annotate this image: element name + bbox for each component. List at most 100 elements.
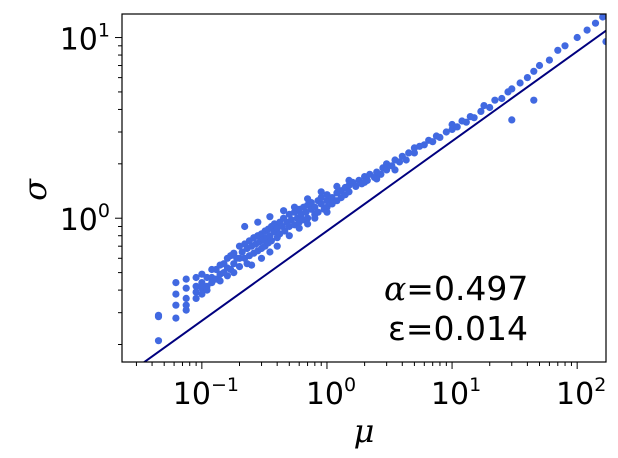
scatter-point [216, 277, 224, 285]
epsilon-value: =0.014 [406, 309, 528, 348]
scatter-point [352, 182, 360, 190]
scatter-point [172, 301, 180, 309]
scatter-point [290, 203, 299, 211]
scatter-point [182, 294, 190, 302]
scatter-point [285, 232, 293, 240]
svg-text:ε=0.014: ε=0.014 [388, 309, 528, 348]
y-tick-label: 100 [60, 200, 110, 238]
scatter-point [182, 284, 190, 292]
scatter-point [280, 207, 288, 215]
scatter-point [172, 279, 180, 287]
scatter-point [602, 38, 606, 46]
scatter-point [477, 107, 485, 115]
scatter-point [230, 269, 238, 277]
scatter-point [453, 123, 461, 131]
scatter-point [480, 102, 488, 110]
scatter-point [377, 170, 385, 178]
scatter-point [311, 214, 319, 222]
scatter-point [281, 227, 289, 235]
epsilon-symbol: ε [388, 309, 406, 348]
scatter-point [530, 67, 538, 75]
scatter-point [198, 270, 206, 278]
scatter-point [172, 290, 180, 298]
scatter-point [462, 118, 470, 126]
x-tick-label: 102 [556, 374, 606, 412]
scatter-point [235, 263, 244, 271]
scatter-point [508, 85, 516, 93]
scatter-point [599, 14, 606, 21]
scatter-point [273, 242, 281, 250]
scatter-point [345, 176, 353, 184]
scatter-point [583, 26, 591, 34]
scatter-point [491, 96, 499, 104]
annotation-alpha: α=0.497 [384, 269, 528, 308]
x-tick-label: 10−1 [173, 374, 239, 412]
scatter-point [182, 306, 190, 314]
scatter-point [429, 138, 437, 146]
svg-text:α=0.497: α=0.497 [384, 269, 528, 308]
scatter-point [395, 158, 404, 166]
scatter-point [304, 220, 312, 228]
scatter-point [498, 94, 506, 103]
scatter-point [345, 188, 353, 196]
scatter-point [248, 261, 256, 269]
scatter-point [182, 275, 190, 283]
scatter-point [470, 114, 478, 122]
scatter-point [410, 149, 418, 157]
scatter-point [257, 254, 266, 262]
y-tick-label: 101 [60, 20, 110, 58]
scatter-point [192, 288, 200, 296]
x-tick-label: 101 [431, 374, 481, 412]
scatter-point [154, 313, 163, 321]
scatter-point [192, 282, 200, 290]
scatter-point [530, 96, 538, 104]
scatter-point [302, 208, 310, 216]
y-axis: 100 101 [60, 20, 122, 345]
scatter-point [573, 33, 581, 42]
scatter-point [545, 56, 554, 64]
scatter-point [442, 128, 450, 136]
scatter-point [304, 214, 312, 222]
scatter-point [402, 156, 410, 164]
scatter-point [383, 166, 391, 174]
scatter-point [405, 149, 413, 157]
scatter-point [154, 337, 163, 345]
scatter-point [295, 224, 303, 232]
scatter-point [373, 175, 381, 183]
scatter-point [198, 290, 206, 298]
scatter-point [254, 218, 262, 226]
scatter-point [192, 294, 200, 302]
x-axis: 10−1 100 101 102 [135, 362, 606, 412]
scatter-point [304, 195, 312, 203]
alpha-value: =0.497 [406, 269, 528, 308]
scatter-point [317, 200, 325, 208]
scatter-point [230, 260, 238, 268]
scatter-point [554, 46, 562, 54]
scatter-point [323, 203, 331, 211]
alpha-symbol: α [384, 269, 406, 308]
scatter-point [561, 42, 569, 50]
scatter-point [591, 19, 600, 27]
fit-line [142, 29, 606, 362]
scatter-point [314, 208, 322, 216]
scatter-point [267, 237, 275, 245]
scatter-point [420, 141, 428, 149]
scatter-point [333, 182, 341, 190]
annotation-epsilon: ε=0.014 [388, 309, 528, 348]
scatter-point [508, 116, 516, 124]
scatter-point [203, 286, 211, 294]
plot-frame [121, 13, 607, 363]
scatter-point [317, 188, 325, 196]
scatter-point [535, 61, 544, 70]
scatter-point [391, 166, 399, 174]
scatter-point [516, 79, 524, 87]
scatter-point [436, 133, 444, 141]
x-axis-label: μ [354, 412, 375, 450]
scatter-point [198, 279, 206, 287]
scatter-point [241, 222, 249, 231]
scatter-point [361, 178, 369, 186]
y-axis-label: σ [16, 178, 54, 201]
scatter-point [192, 273, 200, 282]
scatter-point [266, 213, 274, 221]
